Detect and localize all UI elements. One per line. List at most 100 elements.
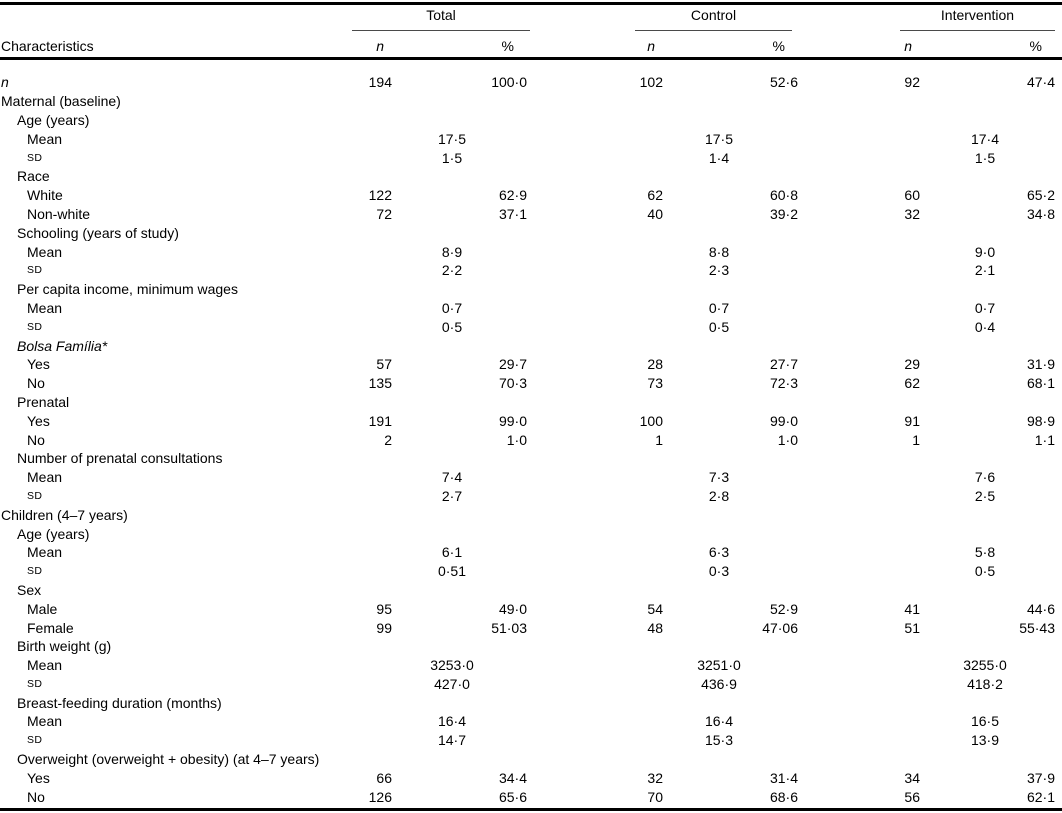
row-label: Mean (27, 713, 63, 730)
row-label: No (27, 431, 45, 448)
cell-intervention-stat: 2·5 (974, 487, 996, 504)
cell-intervention-pct: 98·9 (1026, 412, 1055, 429)
row-label: Mean (27, 657, 63, 674)
table-row: SD 0·51 0·3 0·5 (0, 562, 1062, 581)
row-label: SD (27, 734, 43, 747)
row-label: Prenatal (17, 393, 70, 410)
cell-control-pct: 52·6 (769, 74, 798, 91)
column-header-row: Characteristics n % n % n % (0, 36, 1055, 56)
group-header-intervention: Intervention (940, 7, 1015, 23)
table-top-rule (0, 2, 1062, 5)
cell-total-stat: 427·0 (434, 675, 470, 692)
table-header-rule (0, 57, 1062, 60)
cell-intervention-pct: 47·4 (1026, 74, 1055, 91)
cell-control-pct: 52·9 (769, 600, 798, 617)
cell-control-stat: 7·3 (708, 469, 730, 486)
cell-total-stat: 17·5 (437, 130, 467, 147)
cell-control-stat: 15·3 (704, 732, 734, 749)
cell-total-stat: 16·4 (437, 713, 467, 730)
cell-control-stat: 1·4 (708, 149, 730, 166)
row-label: Yes (27, 356, 50, 373)
table-row: Mean 17·5 17·5 17·4 (0, 129, 1062, 148)
row-label: Yes (27, 769, 50, 786)
table-row: Maternal (baseline) (0, 92, 1062, 111)
cell-control-n: 48 (647, 619, 663, 636)
row-label: No (27, 788, 45, 805)
cell-intervention-n: 1 (912, 431, 920, 448)
cell-intervention-n: 62 (904, 375, 920, 392)
cell-total-n: 57 (376, 356, 392, 373)
table-row: Mean 16·4 16·4 16·5 (0, 712, 1062, 731)
cell-control-n: 54 (647, 600, 663, 617)
row-label: No (27, 375, 45, 392)
row-label: Mean (27, 243, 63, 260)
cell-total-pct: 1·0 (506, 431, 527, 448)
cell-total-n: 66 (376, 769, 392, 786)
total-n-header: n (376, 38, 384, 54)
row-label: White (27, 187, 63, 204)
cell-control-stat: 17·5 (704, 130, 734, 147)
cell-intervention-stat: 0·4 (974, 318, 996, 335)
row-label: Overweight (overweight + obesity) (at 4–… (17, 751, 320, 768)
cell-total-pct: 29·7 (498, 356, 527, 373)
cell-total-stat: 2·7 (441, 487, 463, 504)
row-label: Yes (27, 412, 50, 429)
row-label: Maternal (baseline) (1, 93, 121, 110)
cell-intervention-stat: 2·1 (974, 262, 996, 279)
group-underline-total (352, 30, 530, 31)
row-label: n (1, 74, 9, 91)
cell-total-pct: 100·0 (491, 74, 527, 91)
cell-total-n: 2 (384, 431, 392, 448)
table-row: SD 2·7 2·8 2·5 (0, 487, 1062, 506)
cell-intervention-pct: 31·9 (1026, 356, 1055, 373)
cell-total-stat: 0·51 (437, 563, 467, 580)
table-row: Children (4–7 years) (0, 505, 1062, 524)
cell-intervention-n: 60 (904, 187, 920, 204)
table-row: Mean 8·9 8·8 9·0 (0, 242, 1062, 261)
cell-total-pct: 65·6 (498, 788, 527, 805)
cell-intervention-n: 41 (904, 600, 920, 617)
cell-intervention-pct: 37·9 (1026, 769, 1055, 786)
table-row: Mean 0·7 0·7 0·7 (0, 299, 1062, 318)
row-label: Age (years) (17, 111, 90, 128)
row-label: Breast-feeding duration (months) (17, 694, 222, 711)
cell-control-pct: 72·3 (769, 375, 798, 392)
table-row: SD 14·7 15·3 13·9 (0, 731, 1062, 750)
cell-control-stat: 436·9 (701, 675, 737, 692)
cell-control-stat: 6·3 (708, 544, 730, 561)
cell-control-stat: 2·8 (708, 487, 730, 504)
cell-intervention-n: 29 (904, 356, 920, 373)
row-label: SD (27, 320, 43, 333)
row-label: Mean (27, 544, 63, 561)
intervention-pct-header: % (1029, 38, 1042, 54)
table-row: SD 1·5 1·4 1·5 (0, 148, 1062, 167)
table-row: Non-white 72 37·1 40 39·2 32 34·8 (0, 205, 1062, 224)
characteristics-header: Characteristics (1, 38, 94, 54)
cell-total-stat: 3253·0 (430, 657, 474, 674)
table-row: Age (years) (0, 111, 1062, 130)
cell-control-n: 32 (647, 769, 663, 786)
cell-intervention-stat: 9·0 (974, 243, 996, 260)
row-label: Age (years) (17, 525, 90, 542)
row-label: Non-white (27, 205, 91, 222)
cell-total-stat: 0·5 (441, 318, 463, 335)
cell-total-n: 191 (368, 412, 392, 429)
cell-total-n: 135 (368, 375, 392, 392)
cell-intervention-n: 34 (904, 769, 920, 786)
row-label: Mean (27, 299, 63, 316)
row-label: SD (27, 151, 43, 164)
cell-intervention-n: 92 (904, 74, 920, 91)
row-label: Per capita income, minimum wages (17, 281, 238, 298)
table-row: No 135 70·3 73 72·3 62 68·1 (0, 374, 1062, 393)
cell-intervention-pct: 44·6 (1026, 600, 1055, 617)
row-label: Race (17, 168, 50, 185)
table-row: Yes 191 99·0 100 99·0 91 98·9 (0, 411, 1062, 430)
cell-total-stat: 2·2 (441, 262, 463, 279)
control-pct-header: % (772, 38, 785, 54)
row-label: Male (27, 600, 58, 617)
table-row: Yes 57 29·7 28 27·7 29 31·9 (0, 355, 1062, 374)
group-underline-intervention (900, 30, 1055, 31)
cell-total-n: 95 (376, 600, 392, 617)
cell-intervention-stat: 16·5 (970, 713, 1000, 730)
cell-intervention-stat: 0·7 (974, 299, 996, 316)
